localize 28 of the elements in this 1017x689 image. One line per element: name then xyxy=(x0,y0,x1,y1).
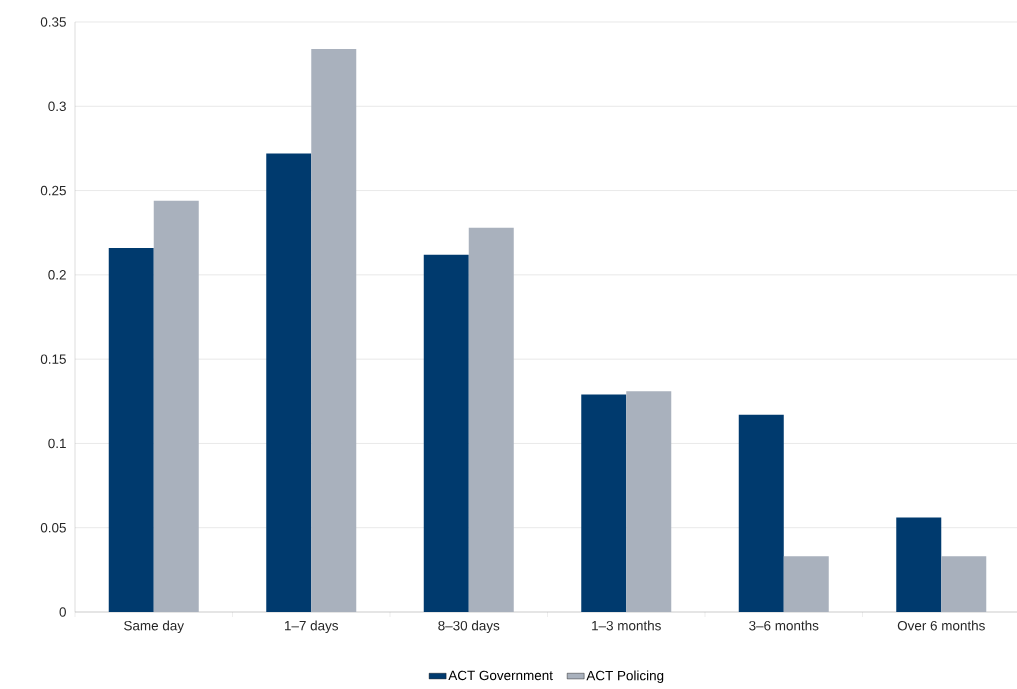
bar xyxy=(468,227,514,612)
bar xyxy=(311,48,357,612)
x-tick-label: 3–6 months xyxy=(749,620,819,631)
y-tick-label: 0.15 xyxy=(40,354,66,364)
bar xyxy=(896,517,942,612)
bar xyxy=(108,247,154,612)
bar xyxy=(266,153,312,612)
x-tick-label: Over 6 months xyxy=(897,620,985,631)
x-tick-label: 8–30 days xyxy=(438,620,500,634)
y-tick-label: 0.1 xyxy=(48,438,66,449)
x-tick-label: 1–7 days xyxy=(284,620,339,634)
y-tick-label: 0.2 xyxy=(48,270,66,280)
bar xyxy=(581,394,627,612)
bar xyxy=(738,414,784,612)
legend-label: ACT Policing xyxy=(586,670,664,683)
bar xyxy=(941,556,987,612)
bar xyxy=(626,391,672,612)
x-tick-label: 1–3 months xyxy=(592,620,661,631)
bar xyxy=(153,200,199,612)
y-tick-label: 0.3 xyxy=(48,101,66,112)
legend-label: ACT Government xyxy=(448,670,553,681)
x-tick-label: Same day xyxy=(124,620,184,634)
y-tick-label: 0 xyxy=(59,607,66,617)
bar xyxy=(783,556,829,612)
y-tick-label: 0.05 xyxy=(40,522,66,533)
y-tick-label: 0.25 xyxy=(40,185,66,196)
y-tick-label: 0.35 xyxy=(40,17,66,27)
bar xyxy=(423,254,469,612)
